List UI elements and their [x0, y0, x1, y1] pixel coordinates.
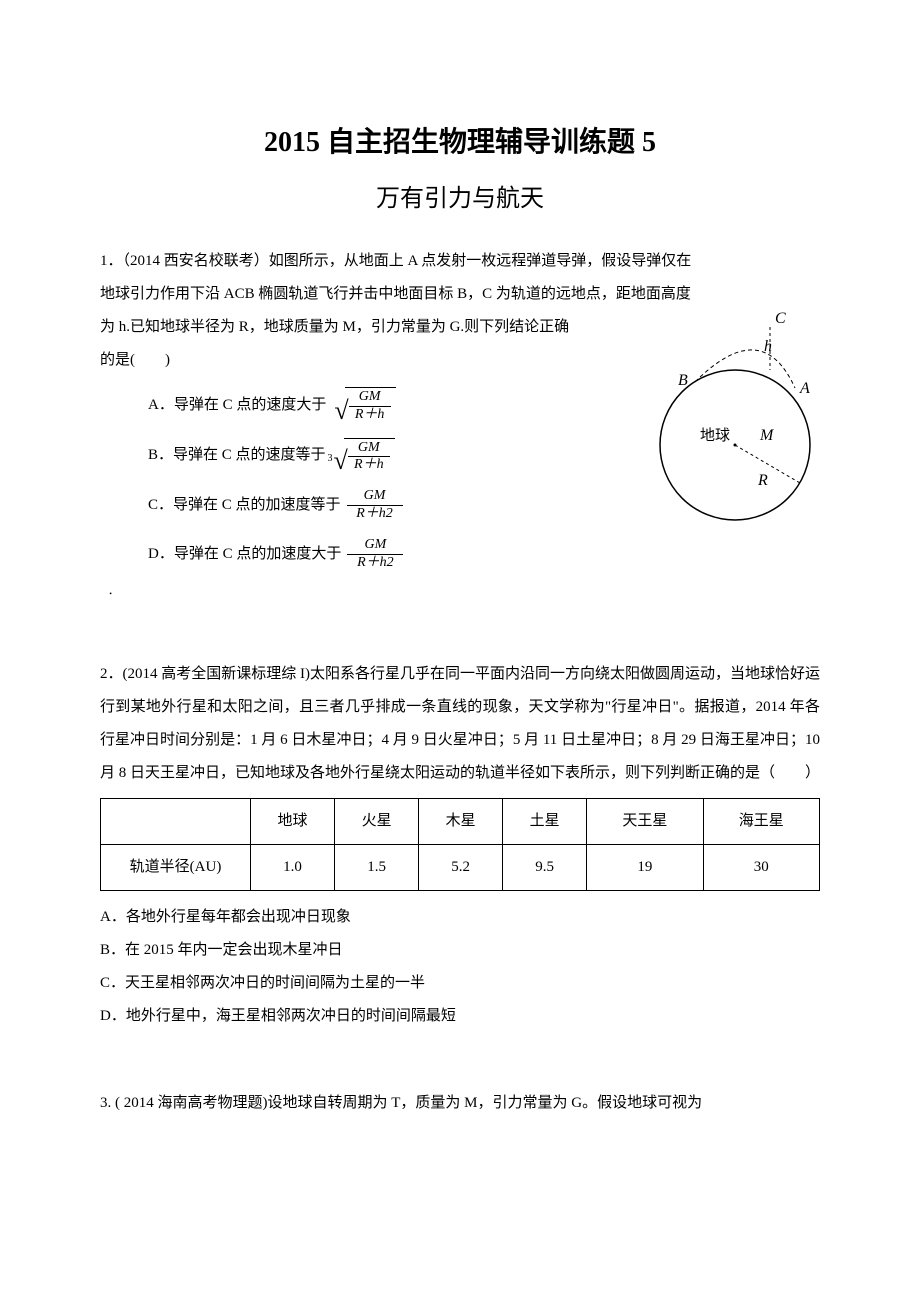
q1-diagram: C h B A 地球 M R — [640, 305, 830, 535]
table-cell: 火星 — [335, 798, 419, 844]
table-cell: 天王星 — [587, 798, 703, 844]
table-cell: 木星 — [419, 798, 503, 844]
sqrt-expression: √ GM R＋h — [334, 387, 395, 424]
footnote-mark: ． — [108, 579, 820, 603]
table-cell: 1.5 — [335, 844, 419, 890]
option-text: A．导弹在 C 点的速度大于 — [148, 389, 326, 422]
table-cell: 土星 — [503, 798, 587, 844]
table-cell: 9.5 — [503, 844, 587, 890]
table-cell: 30 — [703, 844, 819, 890]
diagram-label-a: A — [799, 380, 810, 397]
table-cell — [101, 798, 251, 844]
table-cell: 地球 — [251, 798, 335, 844]
fraction-expression: GM R＋h2 — [347, 488, 403, 523]
question-3: 3. ( 2014 海南高考物理题)设地球自转周期为 T，质量为 M，引力常量为… — [100, 1087, 820, 1120]
table-cell: 1.0 — [251, 844, 335, 890]
fraction-denominator: R＋h — [354, 457, 384, 474]
fraction-denominator: R＋h2 — [356, 506, 393, 523]
fraction-denominator: R＋h2 — [357, 555, 394, 572]
question-2: 2．(2014 高考全国新课标理综 I)太阳系各行星几乎在同一平面内沿同一方向绕… — [100, 658, 820, 1033]
option-text: B．导弹在 C 点的速度等于 — [148, 439, 326, 472]
q2-option-c: C．天王星相邻两次冲日的时间间隔为土星的一半 — [100, 967, 820, 1000]
diagram-label-b: B — [678, 372, 688, 389]
q3-intro: 3. ( 2014 海南高考物理题)设地球自转周期为 T，质量为 M，引力常量为… — [100, 1087, 820, 1120]
table-cell: 5.2 — [419, 844, 503, 890]
option-text: C．导弹在 C 点的加速度等于 — [148, 489, 341, 522]
q2-option-a: A．各地外行星每年都会出现冲日现象 — [100, 901, 820, 934]
fraction-numerator: GM — [364, 537, 386, 554]
q2-intro: 2．(2014 高考全国新课标理综 I)太阳系各行星几乎在同一平面内沿同一方向绕… — [100, 658, 820, 790]
table-row: 地球 火星 木星 土星 天王星 海王星 — [101, 798, 820, 844]
diagram-label-c: C — [775, 310, 786, 327]
fraction-expression: GM R＋h2 — [347, 537, 403, 572]
q2-options: A．各地外行星每年都会出现冲日现象 B．在 2015 年内一定会出现木星冲日 C… — [100, 901, 820, 1033]
fraction-numerator: GM — [364, 488, 386, 505]
q2-option-d: D．地外行星中，海王星相邻两次冲日的时间间隔最短 — [100, 1000, 820, 1033]
fraction-denominator: R＋h — [355, 407, 385, 424]
fraction-numerator: GM — [358, 440, 380, 457]
q2-option-b: B．在 2015 年内一定会出现木星冲日 — [100, 934, 820, 967]
table-row: 轨道半径(AU) 1.0 1.5 5.2 9.5 19 30 — [101, 844, 820, 890]
page-title: 2015 自主招生物理辅导训练题 5 — [100, 120, 820, 160]
diagram-label-earth: 地球 — [700, 427, 730, 444]
question-1: 1．（2014 西安名校联考）如图所示，从地面上 A 点发射一枚远程弹道导弹，假… — [100, 245, 820, 604]
table-cell: 轨道半径(AU) — [101, 844, 251, 890]
cube-root-icon: 3√ — [334, 448, 348, 474]
planet-table: 地球 火星 木星 土星 天王星 海王星 轨道半径(AU) 1.0 1.5 5.2… — [100, 798, 820, 891]
orbit-diagram-icon: C h B A 地球 M R — [640, 305, 830, 535]
diagram-label-m: M — [759, 427, 775, 444]
table-cell: 19 — [587, 844, 703, 890]
q1-line: 1．（2014 西安名校联考）如图所示，从地面上 A 点发射一枚远程弹道导弹，假… — [100, 245, 820, 278]
option-text: D．导弹在 C 点的加速度大于 — [148, 538, 341, 571]
diagram-label-r: R — [757, 472, 768, 489]
sqrt-expression: 3√ GM R＋h — [334, 438, 395, 475]
table-cell: 海王星 — [703, 798, 819, 844]
page-subtitle: 万有引力与航天 — [100, 178, 820, 213]
fraction-numerator: GM — [359, 389, 381, 406]
q1-option-d: D．导弹在 C 点的加速度大于 GM R＋h2 — [148, 537, 820, 572]
